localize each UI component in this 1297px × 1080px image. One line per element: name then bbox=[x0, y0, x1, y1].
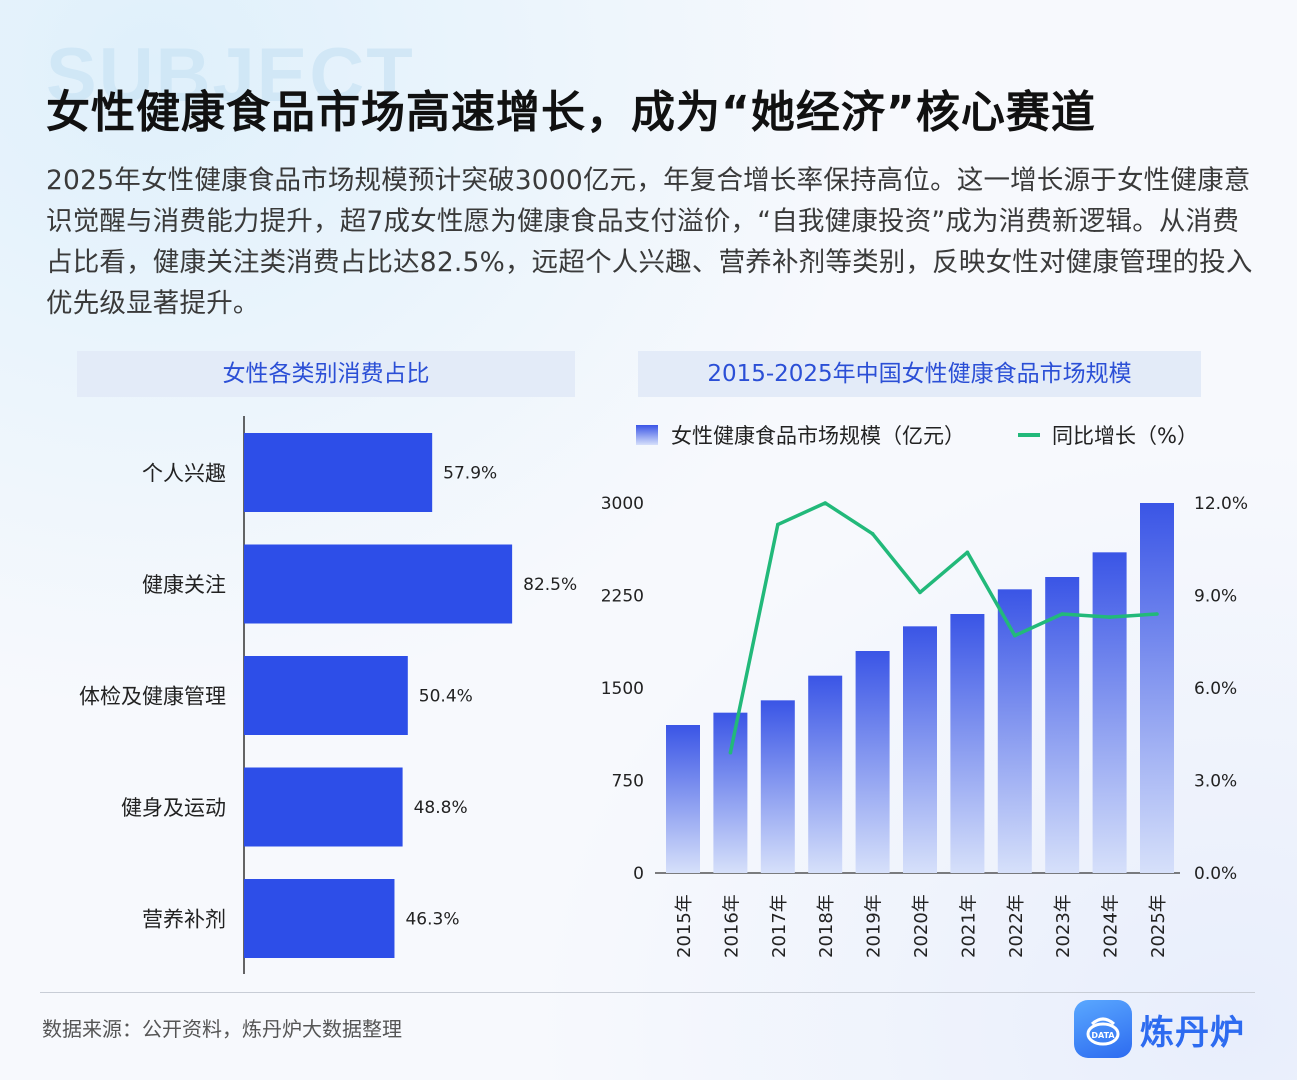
year-label: 2024年 bbox=[1101, 894, 1122, 958]
share-bar bbox=[244, 767, 403, 847]
market-size-bar bbox=[808, 675, 843, 873]
category-label: 个人兴趣 bbox=[142, 462, 226, 486]
right-tick-label: 6.0% bbox=[1194, 679, 1237, 699]
year-label: 2021年 bbox=[958, 894, 979, 958]
share-bar bbox=[244, 879, 395, 958]
market-size-bar bbox=[760, 700, 795, 873]
share-value-label: 82.5% bbox=[523, 575, 577, 595]
left-tick-label: 0 bbox=[633, 864, 644, 884]
growth-rate-point bbox=[1107, 615, 1112, 619]
category-label: 营养补剂 bbox=[142, 908, 226, 932]
legend-bar-label: 女性健康食品市场规模（亿元） bbox=[671, 424, 965, 448]
market-size-bar bbox=[1092, 552, 1127, 873]
brand-logo-icon: DATA bbox=[1074, 1000, 1132, 1058]
growth-rate-point bbox=[918, 590, 922, 595]
left-tick-label: 1500 bbox=[601, 679, 644, 699]
legend-bar-swatch bbox=[636, 425, 658, 445]
share-value-label: 50.4% bbox=[419, 687, 473, 707]
market-size-bar bbox=[713, 712, 748, 873]
growth-rate-line bbox=[728, 501, 1158, 754]
share-value-label: 57.9% bbox=[443, 464, 497, 484]
year-label: 2015年 bbox=[674, 894, 695, 958]
growth-rate-point bbox=[776, 522, 780, 527]
share-bar bbox=[244, 656, 408, 735]
growth-rate-point bbox=[728, 750, 733, 755]
year-label: 2020年 bbox=[911, 894, 932, 958]
market-size-bar bbox=[666, 725, 700, 873]
market-size-bar bbox=[1045, 577, 1080, 873]
left-tick-label: 750 bbox=[612, 772, 644, 792]
legend-line-label: 同比增长（%） bbox=[1052, 424, 1198, 448]
category-label: 健身及运动 bbox=[121, 796, 226, 820]
subject-watermark: SUBJECT bbox=[46, 33, 415, 118]
right-tick-label: 0.0% bbox=[1194, 864, 1237, 884]
brand-name: 炼丹炉 bbox=[1140, 1012, 1245, 1053]
brand-mark: DATA 炼丹炉 bbox=[1074, 1000, 1245, 1058]
share-value-label: 48.8% bbox=[414, 798, 468, 818]
share-bar bbox=[244, 544, 513, 624]
left-tick-label: 3000 bbox=[601, 494, 644, 514]
right-tick-label: 9.0% bbox=[1194, 587, 1237, 607]
market-size-bar bbox=[1140, 503, 1174, 873]
year-label: 2023年 bbox=[1053, 894, 1074, 958]
left-tick-label: 2250 bbox=[601, 587, 644, 607]
growth-rate-point bbox=[965, 550, 970, 555]
year-label: 2019年 bbox=[864, 894, 885, 958]
year-label: 2016年 bbox=[721, 894, 742, 958]
right-chart-title: 2015-2025年中国女性健康食品市场规模 bbox=[638, 351, 1201, 397]
growth-rate-point bbox=[1060, 612, 1064, 616]
market-size-bar bbox=[950, 614, 985, 873]
footer-divider bbox=[40, 992, 1255, 993]
intro-paragraph: 2025年女性健康食品市场规模预计突破3000亿元，年复合增长率保持高位。这一增… bbox=[46, 165, 1253, 319]
year-label: 2018年 bbox=[816, 894, 837, 958]
growth-rate-point bbox=[1013, 633, 1017, 638]
logo-text: DATA bbox=[1091, 1031, 1115, 1040]
market-size-chart: 女性健康食品市场规模（亿元） 同比增长（%） 0 750 1500 2250 3000 0.0… bbox=[601, 424, 1248, 958]
right-tick-label: 3.0% bbox=[1194, 772, 1237, 792]
growth-rate-point bbox=[870, 532, 875, 536]
year-label: 2022年 bbox=[1006, 894, 1027, 958]
category-label: 体检及健康管理 bbox=[79, 685, 226, 709]
category-label: 健康关注 bbox=[142, 573, 226, 597]
growth-rate-point bbox=[1155, 612, 1159, 616]
share-bar bbox=[244, 433, 433, 512]
left-chart-title: 女性各类别消费占比 bbox=[77, 351, 575, 397]
growth-rate-point bbox=[823, 501, 827, 505]
market-size-bar bbox=[903, 626, 937, 873]
category-share-chart: 个人兴趣 57.9% 健康关注 82.5% 体检及健康管理 50.4% 健身及运动 48.8%… bbox=[79, 416, 577, 974]
share-value-label: 46.3% bbox=[405, 910, 459, 930]
right-tick-label: 12.0% bbox=[1194, 494, 1248, 514]
year-label: 2017年 bbox=[769, 894, 790, 958]
year-label: 2025年 bbox=[1148, 894, 1169, 958]
page-title: 女性健康食品市场高速增长，成为“她经济”核心赛道 bbox=[46, 87, 1096, 138]
market-size-bar bbox=[855, 651, 890, 873]
data-source: 数据来源：公开资料，炼丹炉大数据整理 bbox=[42, 1017, 402, 1041]
